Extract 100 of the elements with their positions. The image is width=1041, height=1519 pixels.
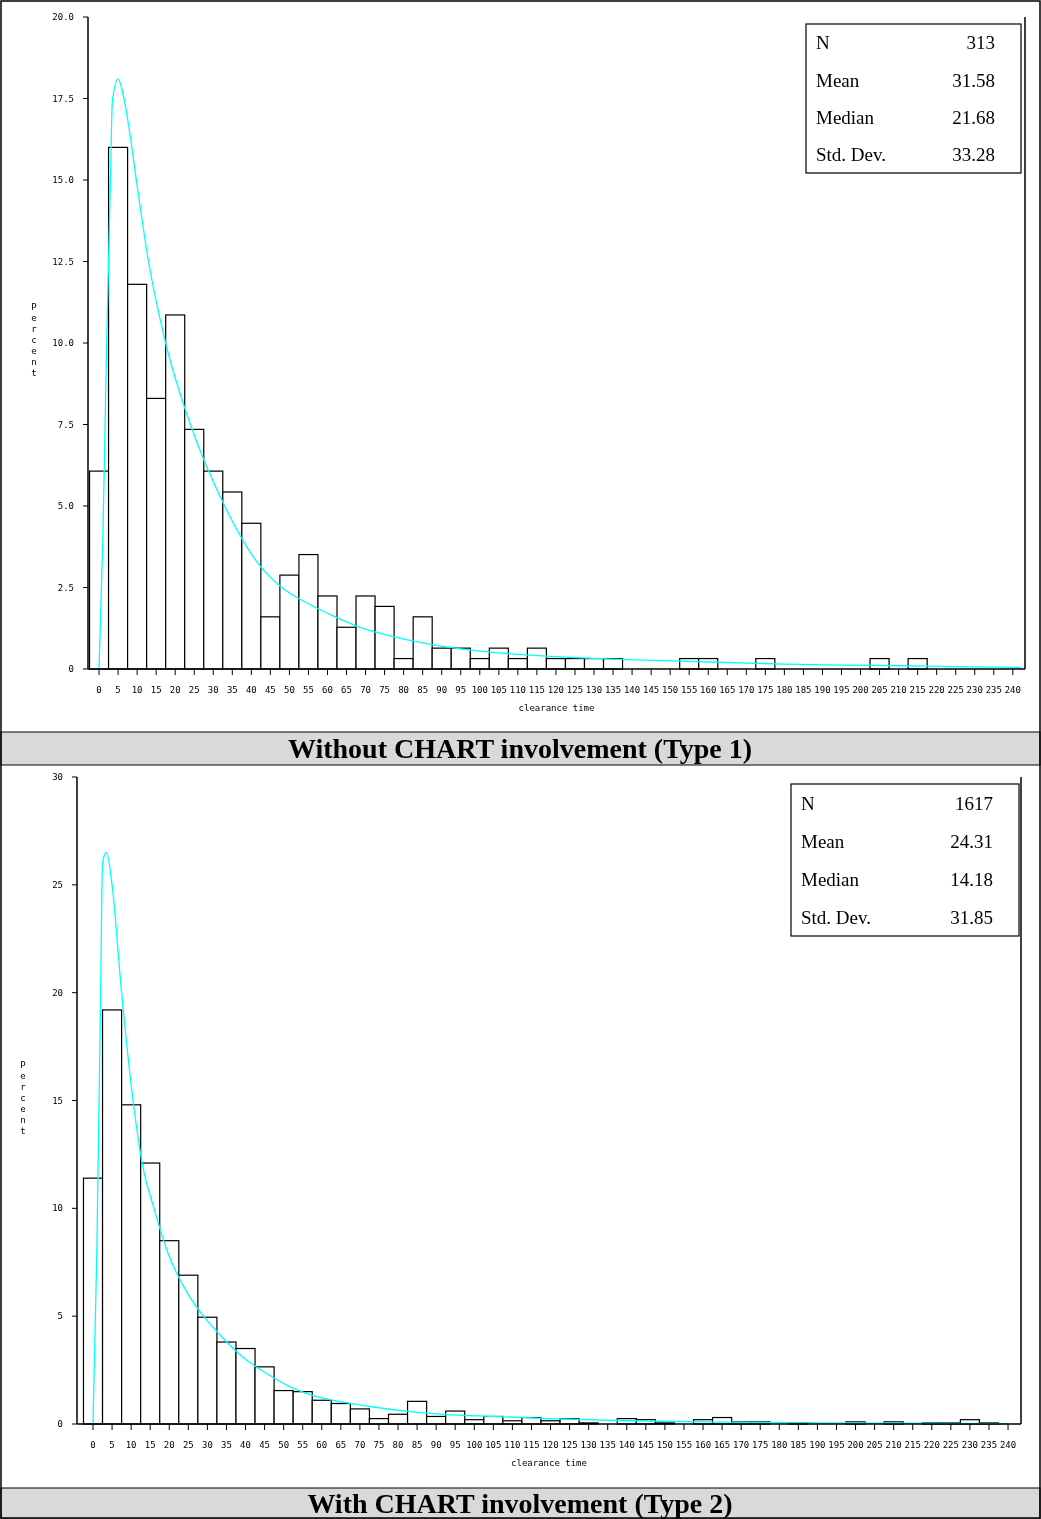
y-tick-label: 10.0 (52, 338, 74, 349)
x-tick-label: 115 (528, 685, 546, 695)
y-tick-label: 12.5 (52, 256, 74, 267)
x-tick-label: 170 (738, 685, 755, 695)
x-tick-label: 165 (719, 685, 736, 695)
x-tick-label: 5 (115, 685, 121, 695)
x-tick-label: 160 (694, 1440, 712, 1450)
text: N 313 (816, 32, 995, 54)
x-tick-label: 200 (847, 1440, 864, 1450)
x-tick-label: 75 (373, 1440, 385, 1450)
x-tick-label: 140 (618, 1440, 635, 1450)
x-tick-label: 195 (828, 1440, 845, 1450)
x-tick-label: 195 (833, 685, 850, 695)
x-tick-label: 30 (201, 1440, 213, 1450)
x-tick-label: 150 (656, 1440, 674, 1450)
y-tick-label: 10 (52, 1203, 63, 1214)
x-tick-label: 190 (809, 1440, 826, 1450)
x-tick-label: 240 (1004, 685, 1021, 695)
x-tick-label: 15 (144, 1440, 156, 1450)
x-tick-label: 145 (642, 685, 660, 695)
x-tick-label: 40 (240, 1440, 251, 1450)
text: Without CHART involvement (Type 1) (287, 733, 753, 765)
x-tick-label: 50 (278, 1440, 290, 1450)
x-tick-label: 220 (928, 685, 945, 695)
x-tick-label: 235 (985, 685, 1002, 695)
y-tick-label: 5.0 (57, 501, 74, 512)
x-tick-label: 100 (471, 685, 488, 695)
x-tick-label: 95 (455, 685, 467, 695)
x-tick-label: 230 (961, 1440, 979, 1450)
y-tick-label: 15 (52, 1095, 63, 1106)
x-tick-label: 80 (392, 1440, 404, 1450)
x-tick-label: 35 (226, 685, 238, 695)
text: Mean 31.58 (816, 69, 995, 91)
x-tick-label: 215 (904, 1440, 921, 1450)
x-tick-label: 20 (169, 685, 181, 695)
text: Std. Dev. 33.28 (816, 144, 995, 166)
x-tick-label: 105 (490, 685, 507, 695)
x-tick-label: 155 (681, 685, 698, 695)
x-tick-label: 140 (623, 685, 641, 695)
x-tick-label: 210 (885, 1440, 902, 1450)
x-axis-title: clearance time (511, 1458, 587, 1468)
x-tick-label: 175 (752, 1440, 769, 1450)
x-tick-label: 165 (713, 1440, 731, 1450)
x-tick-label: 225 (947, 685, 964, 695)
x-tick-label: 10 (131, 685, 143, 695)
x-tick-label: 55 (303, 685, 314, 695)
x-tick-label: 35 (221, 1440, 232, 1450)
y-axis-title: Percent (20, 1059, 27, 1136)
x-tick-label: 120 (542, 1440, 559, 1450)
x-tick-label: 60 (316, 1440, 328, 1450)
x-tick-label: 180 (776, 685, 793, 695)
y-tick-label: 5 (57, 1311, 63, 1322)
x-tick-label: 50 (283, 685, 295, 695)
x-tick-label: 145 (637, 1440, 654, 1450)
y-tick-label: 0 (57, 1419, 63, 1430)
x-tick-label: 120 (547, 685, 565, 695)
x-tick-label: 0 (96, 685, 102, 695)
x-tick-label: 235 (980, 1440, 998, 1450)
x-tick-label: 25 (188, 685, 200, 695)
x-tick-label: 85 (411, 1440, 423, 1450)
x-tick-label: 185 (795, 685, 812, 695)
x-tick-label: 185 (790, 1440, 807, 1450)
x-tick-label: 10 (125, 1440, 137, 1450)
y-tick-label: 20.0 (52, 12, 74, 23)
x-tick-label: 215 (909, 685, 926, 695)
x-tick-label: 125 (561, 1440, 578, 1450)
x-tick-label: 205 (871, 685, 888, 695)
x-tick-label: 100 (466, 1440, 483, 1450)
x-tick-label: 105 (485, 1440, 502, 1450)
x-tick-label: 75 (379, 685, 391, 695)
x-tick-label: 200 (852, 685, 869, 695)
y-tick-label: 2.5 (57, 582, 74, 593)
x-tick-label: 220 (923, 1440, 940, 1450)
x-tick-label: 130 (580, 1440, 597, 1450)
text: N 1617 (801, 792, 993, 814)
x-tick-label: 15 (150, 685, 162, 695)
x-tick-label: 60 (322, 685, 333, 695)
x-tick-label: 55 (297, 1440, 309, 1450)
x-tick-label: 190 (814, 685, 831, 695)
text: Median 21.68 (816, 106, 995, 128)
y-tick-label: 17.5 (52, 93, 74, 104)
x-tick-label: 115 (523, 1440, 540, 1450)
x-tick-label: 65 (335, 1440, 347, 1450)
x-tick-label: 25 (182, 1440, 194, 1450)
x-tick-label: 0 (90, 1440, 96, 1450)
x-tick-label: 70 (354, 1440, 366, 1450)
x-tick-label: 240 (999, 1440, 1017, 1450)
x-tick-label: 70 (360, 685, 371, 695)
x-tick-label: 20 (163, 1440, 175, 1450)
y-tick-label: 0 (68, 664, 74, 675)
x-tick-label: 65 (341, 685, 352, 695)
text: Median 14.18 (801, 868, 993, 890)
x-tick-label: 45 (259, 1440, 270, 1450)
y-tick-label: 25 (52, 879, 63, 890)
x-tick-label: 90 (436, 685, 448, 695)
x-tick-label: 30 (207, 685, 219, 695)
x-tick-label: 205 (866, 1440, 883, 1450)
y-tick-label: 20 (52, 987, 63, 998)
x-tick-label: 210 (890, 685, 907, 695)
x-tick-label: 155 (675, 1440, 693, 1450)
